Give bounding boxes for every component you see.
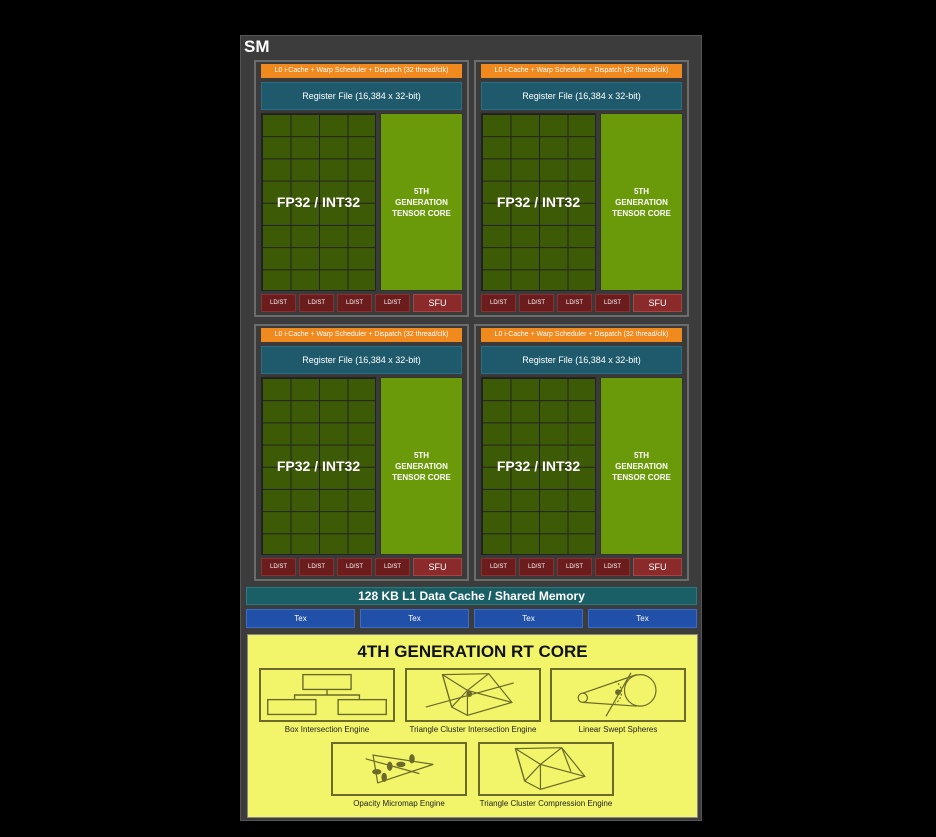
rt-core: 4TH GENERATION RT CORE Box Intersection … — [247, 634, 698, 818]
box-hierarchy-icon — [259, 668, 395, 722]
register-file: Register File (16,384 x 32-bit) — [261, 82, 462, 110]
rt-core-title: 4TH GENERATION RT CORE — [357, 642, 588, 661]
ldst-unit: LD/ST — [595, 558, 630, 576]
swept-spheres-icon — [550, 668, 686, 722]
sm-block: SM L0 i-Cache + Warp Scheduler + Dispatc… — [240, 35, 702, 821]
register-file: Register File (16,384 x 32-bit) — [481, 346, 682, 374]
processing-partition: L0 i-Cache + Warp Scheduler + Dispatch (… — [474, 60, 689, 317]
ldst-unit: LD/ST — [557, 558, 592, 576]
warp-scheduler-dispatch: L0 i-Cache + Warp Scheduler + Dispatch (… — [261, 64, 462, 78]
ldst-unit: LD/ST — [337, 294, 372, 312]
fp32-int32-core-grid — [261, 377, 376, 555]
tensor-core: 5TH GENERATION TENSOR CORE — [600, 113, 683, 291]
ldst-unit: LD/ST — [595, 294, 630, 312]
engine-label: Triangle Cluster Compression Engine — [479, 799, 613, 808]
warp-scheduler-dispatch: L0 i-Cache + Warp Scheduler + Dispatch (… — [481, 328, 682, 342]
tex-unit: Tex — [246, 609, 355, 628]
sm-title: SM — [244, 37, 270, 56]
ldst-unit: LD/ST — [375, 558, 410, 576]
fp32-int32-label: FP32 / INT32 — [276, 458, 361, 474]
tex-unit: Tex — [588, 609, 697, 628]
ldst-unit: LD/ST — [557, 294, 592, 312]
fp32-int32-label: FP32 / INT32 — [496, 458, 581, 474]
tex-unit: Tex — [474, 609, 583, 628]
sfu-unit: SFU — [633, 294, 682, 312]
tensor-core: 5TH GENERATION TENSOR CORE — [600, 377, 683, 555]
triangle-cluster-icon — [478, 742, 614, 796]
fp32-int32-core-grid — [481, 377, 596, 555]
register-file: Register File (16,384 x 32-bit) — [481, 82, 682, 110]
ldst-unit: LD/ST — [337, 558, 372, 576]
warp-scheduler-dispatch: L0 i-Cache + Warp Scheduler + Dispatch (… — [481, 64, 682, 78]
tensor-core: 5TH GENERATION TENSOR CORE — [380, 377, 463, 555]
ldst-unit: LD/ST — [261, 294, 296, 312]
processing-partition: L0 i-Cache + Warp Scheduler + Dispatch (… — [254, 324, 469, 581]
fp32-int32-label: FP32 / INT32 — [276, 194, 361, 210]
ldst-unit: LD/ST — [481, 558, 516, 576]
tex-unit: Tex — [360, 609, 469, 628]
engine-label: Triangle Cluster Intersection Engine — [409, 725, 537, 734]
fp32-int32-label: FP32 / INT32 — [496, 194, 581, 210]
ldst-unit: LD/ST — [299, 294, 334, 312]
ldst-unit: LD/ST — [375, 294, 410, 312]
fp32-int32-core-grid — [481, 113, 596, 291]
ldst-unit: LD/ST — [261, 558, 296, 576]
processing-partition: L0 i-Cache + Warp Scheduler + Dispatch (… — [254, 60, 469, 317]
ldst-unit: LD/ST — [519, 558, 554, 576]
ldst-unit: LD/ST — [481, 294, 516, 312]
sfu-unit: SFU — [413, 558, 462, 576]
ldst-unit: LD/ST — [299, 558, 334, 576]
engine-label: Box Intersection Engine — [284, 725, 370, 734]
fp32-int32-core-grid — [261, 113, 376, 291]
l1-data-cache: 128 KB L1 Data Cache / Shared Memory — [246, 587, 697, 605]
tensor-core: 5TH GENERATION TENSOR CORE — [380, 113, 463, 291]
sfu-unit: SFU — [413, 294, 462, 312]
warp-scheduler-dispatch: L0 i-Cache + Warp Scheduler + Dispatch (… — [261, 328, 462, 342]
leaf-micromap-icon — [331, 742, 467, 796]
processing-partition: L0 i-Cache + Warp Scheduler + Dispatch (… — [474, 324, 689, 581]
ldst-unit: LD/ST — [519, 294, 554, 312]
sfu-unit: SFU — [633, 558, 682, 576]
engine-label: Linear Swept Spheres — [578, 725, 658, 734]
engine-label: Opacity Micromap Engine — [353, 799, 445, 808]
register-file: Register File (16,384 x 32-bit) — [261, 346, 462, 374]
triangle-cluster-ray-icon — [405, 668, 541, 722]
